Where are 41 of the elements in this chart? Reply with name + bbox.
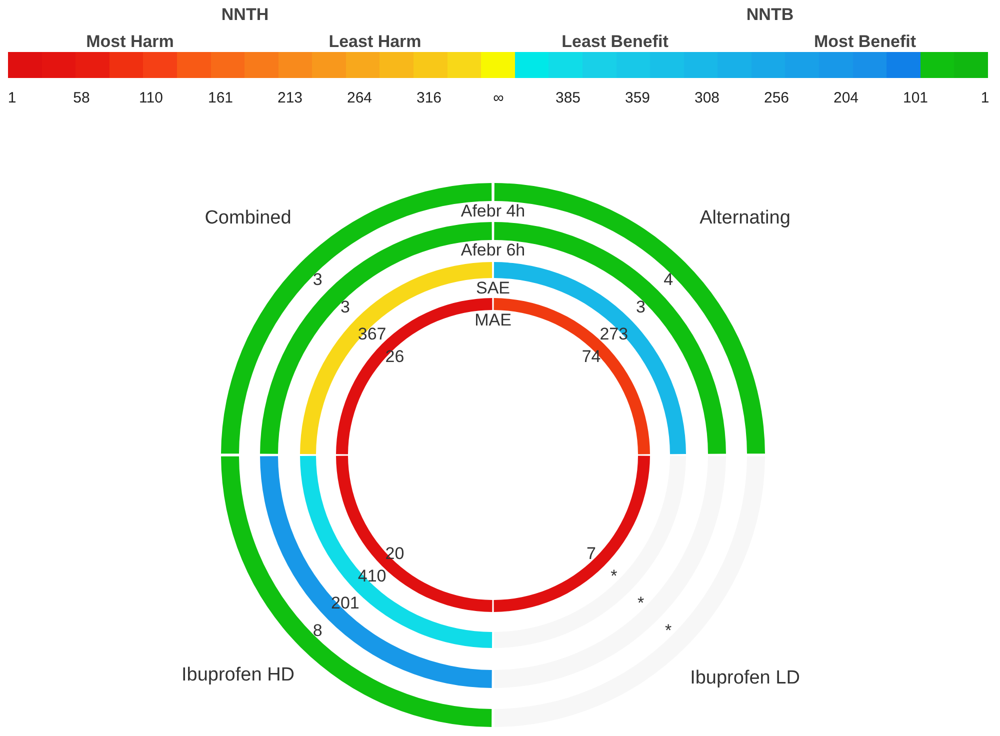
category-label: 316 — [416, 90, 442, 106]
category-label: 308 — [694, 90, 720, 106]
category-label: 1 — [8, 90, 16, 106]
text: SAE — [476, 278, 510, 298]
category-label: 213 — [277, 90, 303, 106]
data-label: 8 — [312, 620, 322, 640]
text: Least Benefit — [562, 32, 668, 52]
category-label: 110 — [139, 90, 163, 106]
category-label: 385 — [555, 90, 581, 106]
text: * — [665, 620, 672, 640]
text: Most Harm — [86, 32, 174, 52]
text: NNTH — [221, 5, 269, 25]
data-label: 3 — [312, 270, 322, 290]
data-label: 3 — [636, 298, 646, 317]
category-label: ∞ — [493, 90, 504, 106]
category-label: 58 — [73, 90, 90, 106]
text: MAE — [474, 310, 512, 330]
text: NNTB — [746, 5, 794, 25]
category-label: 1 — [980, 90, 990, 106]
category-label: 101 — [902, 90, 928, 106]
text: Afebr 6h — [460, 240, 526, 260]
category-label: 256 — [764, 90, 790, 106]
category-label: 264 — [346, 90, 372, 106]
category-label: 204 — [833, 90, 859, 106]
category-label: 161 — [208, 90, 234, 106]
text: Most Benefit — [814, 32, 916, 52]
text: Least Harm — [328, 32, 422, 52]
category-label: Ibuprofen LD — [690, 668, 800, 688]
category-label: Combined — [204, 208, 292, 228]
data-label: 4 — [664, 270, 674, 290]
category-label: 359 — [624, 90, 650, 106]
data-label: 7 — [586, 544, 596, 563]
category-label: Ibuprofen HD — [181, 664, 295, 686]
data-label: 74 — [582, 347, 601, 366]
text: * — [637, 593, 644, 612]
data-label: 26 — [385, 347, 404, 366]
data-label: 3 — [340, 298, 350, 317]
category-label: Alternating — [700, 208, 790, 228]
text: Afebr 4h — [460, 202, 526, 220]
data-label: 20 — [385, 544, 404, 563]
text: * — [610, 566, 618, 586]
